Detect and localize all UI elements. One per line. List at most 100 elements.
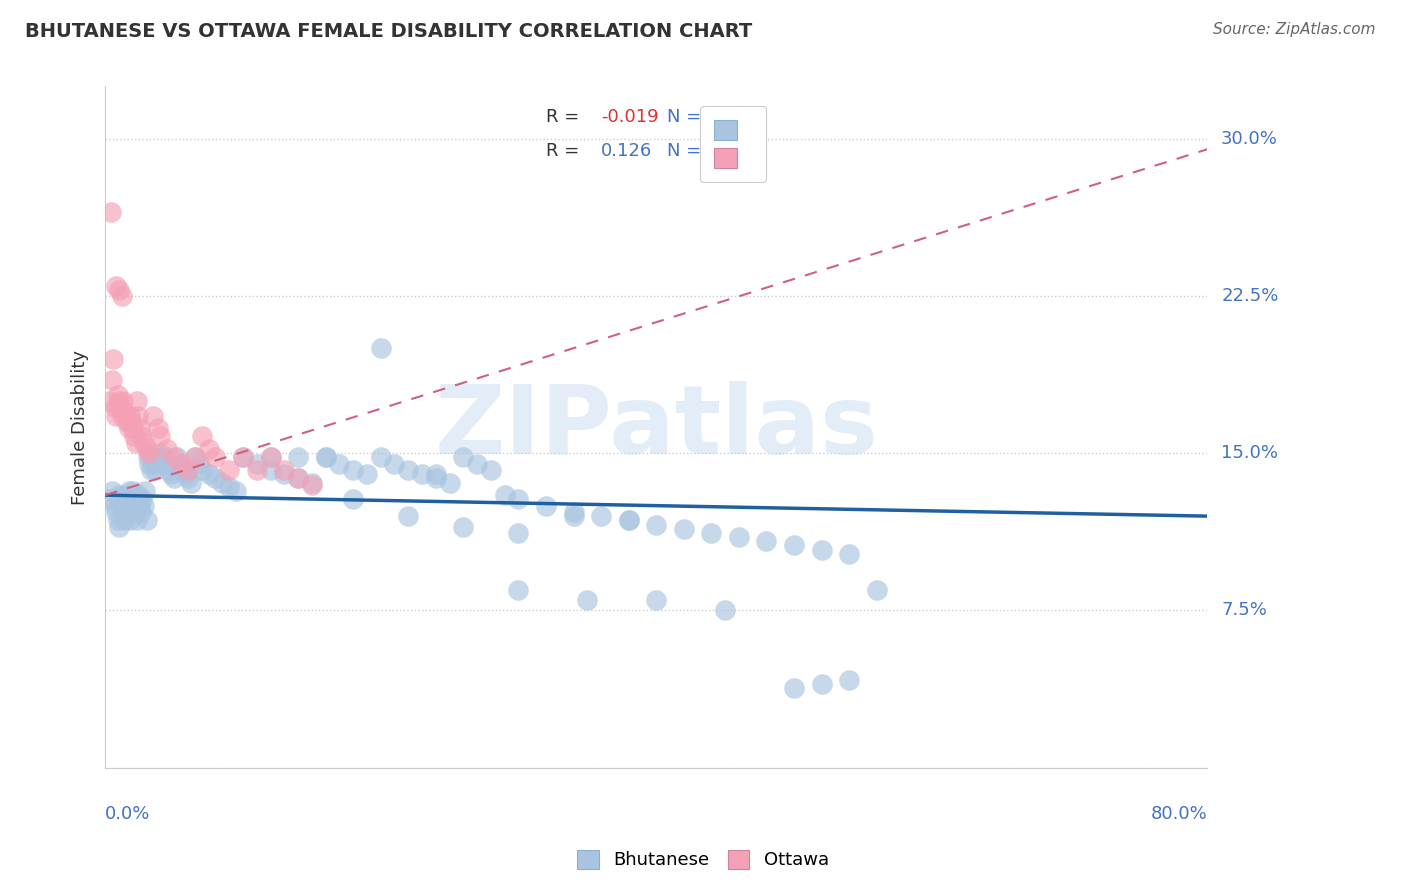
Point bbox=[534, 499, 557, 513]
Point bbox=[138, 446, 160, 460]
Point bbox=[273, 467, 295, 482]
Point bbox=[125, 513, 148, 527]
Point bbox=[617, 513, 640, 527]
Text: 15.0%: 15.0% bbox=[1222, 444, 1278, 462]
Point bbox=[157, 463, 180, 477]
Point bbox=[177, 463, 200, 477]
Point bbox=[465, 457, 488, 471]
Point bbox=[149, 429, 172, 443]
Point bbox=[370, 450, 392, 465]
Point bbox=[127, 409, 149, 423]
Point bbox=[127, 488, 149, 502]
Point bbox=[190, 429, 212, 443]
Point bbox=[117, 421, 139, 435]
Point bbox=[138, 457, 160, 471]
Point bbox=[700, 525, 723, 540]
Point bbox=[104, 400, 127, 414]
Text: BHUTANESE VS OTTAWA FEMALE DISABILITY CORRELATION CHART: BHUTANESE VS OTTAWA FEMALE DISABILITY CO… bbox=[25, 22, 752, 41]
Point bbox=[108, 488, 131, 502]
Legend: Bhutanese, Ottawa: Bhutanese, Ottawa bbox=[568, 841, 838, 879]
Point bbox=[384, 457, 406, 471]
Point bbox=[155, 457, 177, 471]
Point bbox=[225, 483, 247, 498]
Point bbox=[134, 483, 156, 498]
Point bbox=[169, 457, 191, 471]
Text: 22.5%: 22.5% bbox=[1222, 287, 1278, 305]
Point bbox=[356, 467, 378, 482]
Point bbox=[114, 404, 136, 418]
Point bbox=[232, 450, 254, 465]
Point bbox=[128, 499, 150, 513]
Point bbox=[124, 435, 146, 450]
Point bbox=[301, 475, 323, 490]
Point bbox=[246, 457, 269, 471]
Point bbox=[439, 475, 461, 490]
Point bbox=[111, 499, 134, 513]
Point bbox=[232, 450, 254, 465]
Point bbox=[118, 409, 141, 423]
Point bbox=[672, 522, 695, 536]
Point bbox=[129, 429, 152, 443]
Point bbox=[645, 517, 668, 532]
Point bbox=[163, 450, 186, 465]
Point bbox=[508, 525, 530, 540]
Point bbox=[101, 483, 124, 498]
Text: 30.0%: 30.0% bbox=[1222, 129, 1278, 148]
Point bbox=[103, 351, 125, 366]
Point bbox=[122, 429, 145, 443]
Point bbox=[101, 373, 124, 387]
Text: 7.5%: 7.5% bbox=[1222, 601, 1267, 619]
Point bbox=[112, 505, 135, 519]
Point bbox=[287, 471, 309, 485]
Point bbox=[166, 450, 188, 465]
Text: 0.126: 0.126 bbox=[602, 142, 652, 160]
Point bbox=[132, 435, 155, 450]
Point bbox=[104, 499, 127, 513]
Point bbox=[139, 463, 162, 477]
Point bbox=[160, 467, 183, 482]
Point bbox=[152, 450, 174, 465]
Point bbox=[479, 463, 502, 477]
Point bbox=[783, 681, 806, 695]
Text: 0.0%: 0.0% bbox=[105, 805, 150, 823]
Point bbox=[122, 499, 145, 513]
Point bbox=[508, 582, 530, 597]
Point bbox=[111, 289, 134, 303]
Point bbox=[115, 409, 138, 423]
Point bbox=[838, 673, 860, 687]
Point bbox=[315, 450, 337, 465]
Point bbox=[149, 446, 172, 460]
Point bbox=[211, 475, 233, 490]
Text: 80.0%: 80.0% bbox=[1150, 805, 1208, 823]
Point bbox=[273, 463, 295, 477]
Point bbox=[105, 278, 128, 293]
Point bbox=[114, 513, 136, 527]
Point bbox=[98, 393, 121, 408]
Point bbox=[107, 387, 129, 401]
Point bbox=[120, 505, 142, 519]
Point bbox=[100, 205, 122, 219]
Point bbox=[141, 450, 163, 465]
Point bbox=[562, 509, 585, 524]
Point bbox=[121, 492, 143, 507]
Point bbox=[370, 342, 392, 356]
Point bbox=[172, 463, 194, 477]
Point bbox=[131, 492, 153, 507]
Point bbox=[396, 509, 419, 524]
Point bbox=[108, 519, 131, 533]
Point bbox=[259, 450, 281, 465]
Point bbox=[136, 450, 159, 465]
Point bbox=[425, 471, 447, 485]
Point bbox=[453, 450, 475, 465]
Point bbox=[342, 492, 364, 507]
Point bbox=[562, 505, 585, 519]
Point bbox=[125, 393, 148, 408]
Point bbox=[246, 463, 269, 477]
Point bbox=[218, 480, 240, 494]
Point bbox=[128, 421, 150, 435]
Y-axis label: Female Disability: Female Disability bbox=[72, 350, 89, 505]
Point bbox=[135, 442, 157, 456]
Point bbox=[110, 400, 132, 414]
Point bbox=[177, 471, 200, 485]
Point bbox=[115, 492, 138, 507]
